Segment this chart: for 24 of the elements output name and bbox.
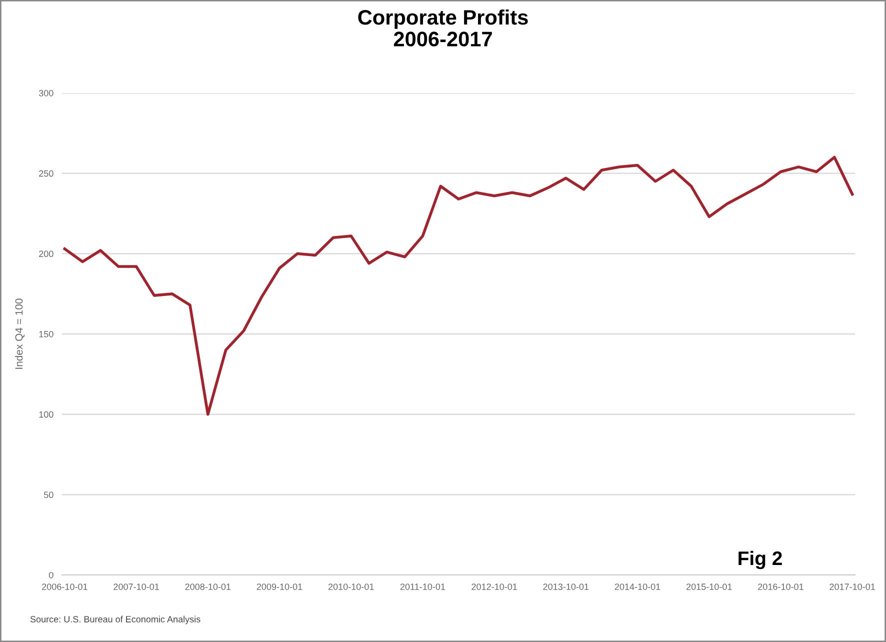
y-tick-label: 300: [38, 90, 54, 96]
x-tick-label: 2011-10-01: [400, 584, 446, 590]
y-tick-label: 0: [49, 572, 54, 578]
chart-title: Corporate Profits 2006-2017: [358, 9, 528, 46]
y-tick-label: 250: [39, 170, 54, 177]
x-tick-label: 2015-10-01: [686, 584, 732, 590]
source-note: Source: U.S. Bureau of Economic Analysis: [30, 616, 200, 624]
x-tick-label: 2006-10-01: [42, 584, 88, 590]
x-tick-label: 2017-10-01: [830, 584, 875, 590]
y-tick-label: 50: [44, 492, 54, 498]
x-tick-label: 2016-10-01: [758, 584, 804, 590]
x-tick-label: 2007-10-01: [114, 584, 159, 590]
x-tick-label: 2014-10-01: [614, 584, 660, 590]
y-tick-label: 200: [39, 250, 54, 258]
y-tick-label: 100: [39, 411, 54, 418]
x-tick-label: 2008-10-01: [185, 584, 231, 590]
annotation: Fig 2: [738, 550, 782, 570]
y-tick-label: 150: [39, 330, 54, 338]
x-tick-label: 2013-10-01: [543, 584, 589, 590]
x-tick-label: 2009-10-01: [256, 584, 302, 590]
line-series: [63, 156, 854, 416]
x-tick-label: 2010-10-01: [328, 584, 374, 590]
x-tick-label: 2012-10-01: [472, 584, 517, 590]
y-axis-title: Index Q4 = 100: [15, 298, 25, 369]
